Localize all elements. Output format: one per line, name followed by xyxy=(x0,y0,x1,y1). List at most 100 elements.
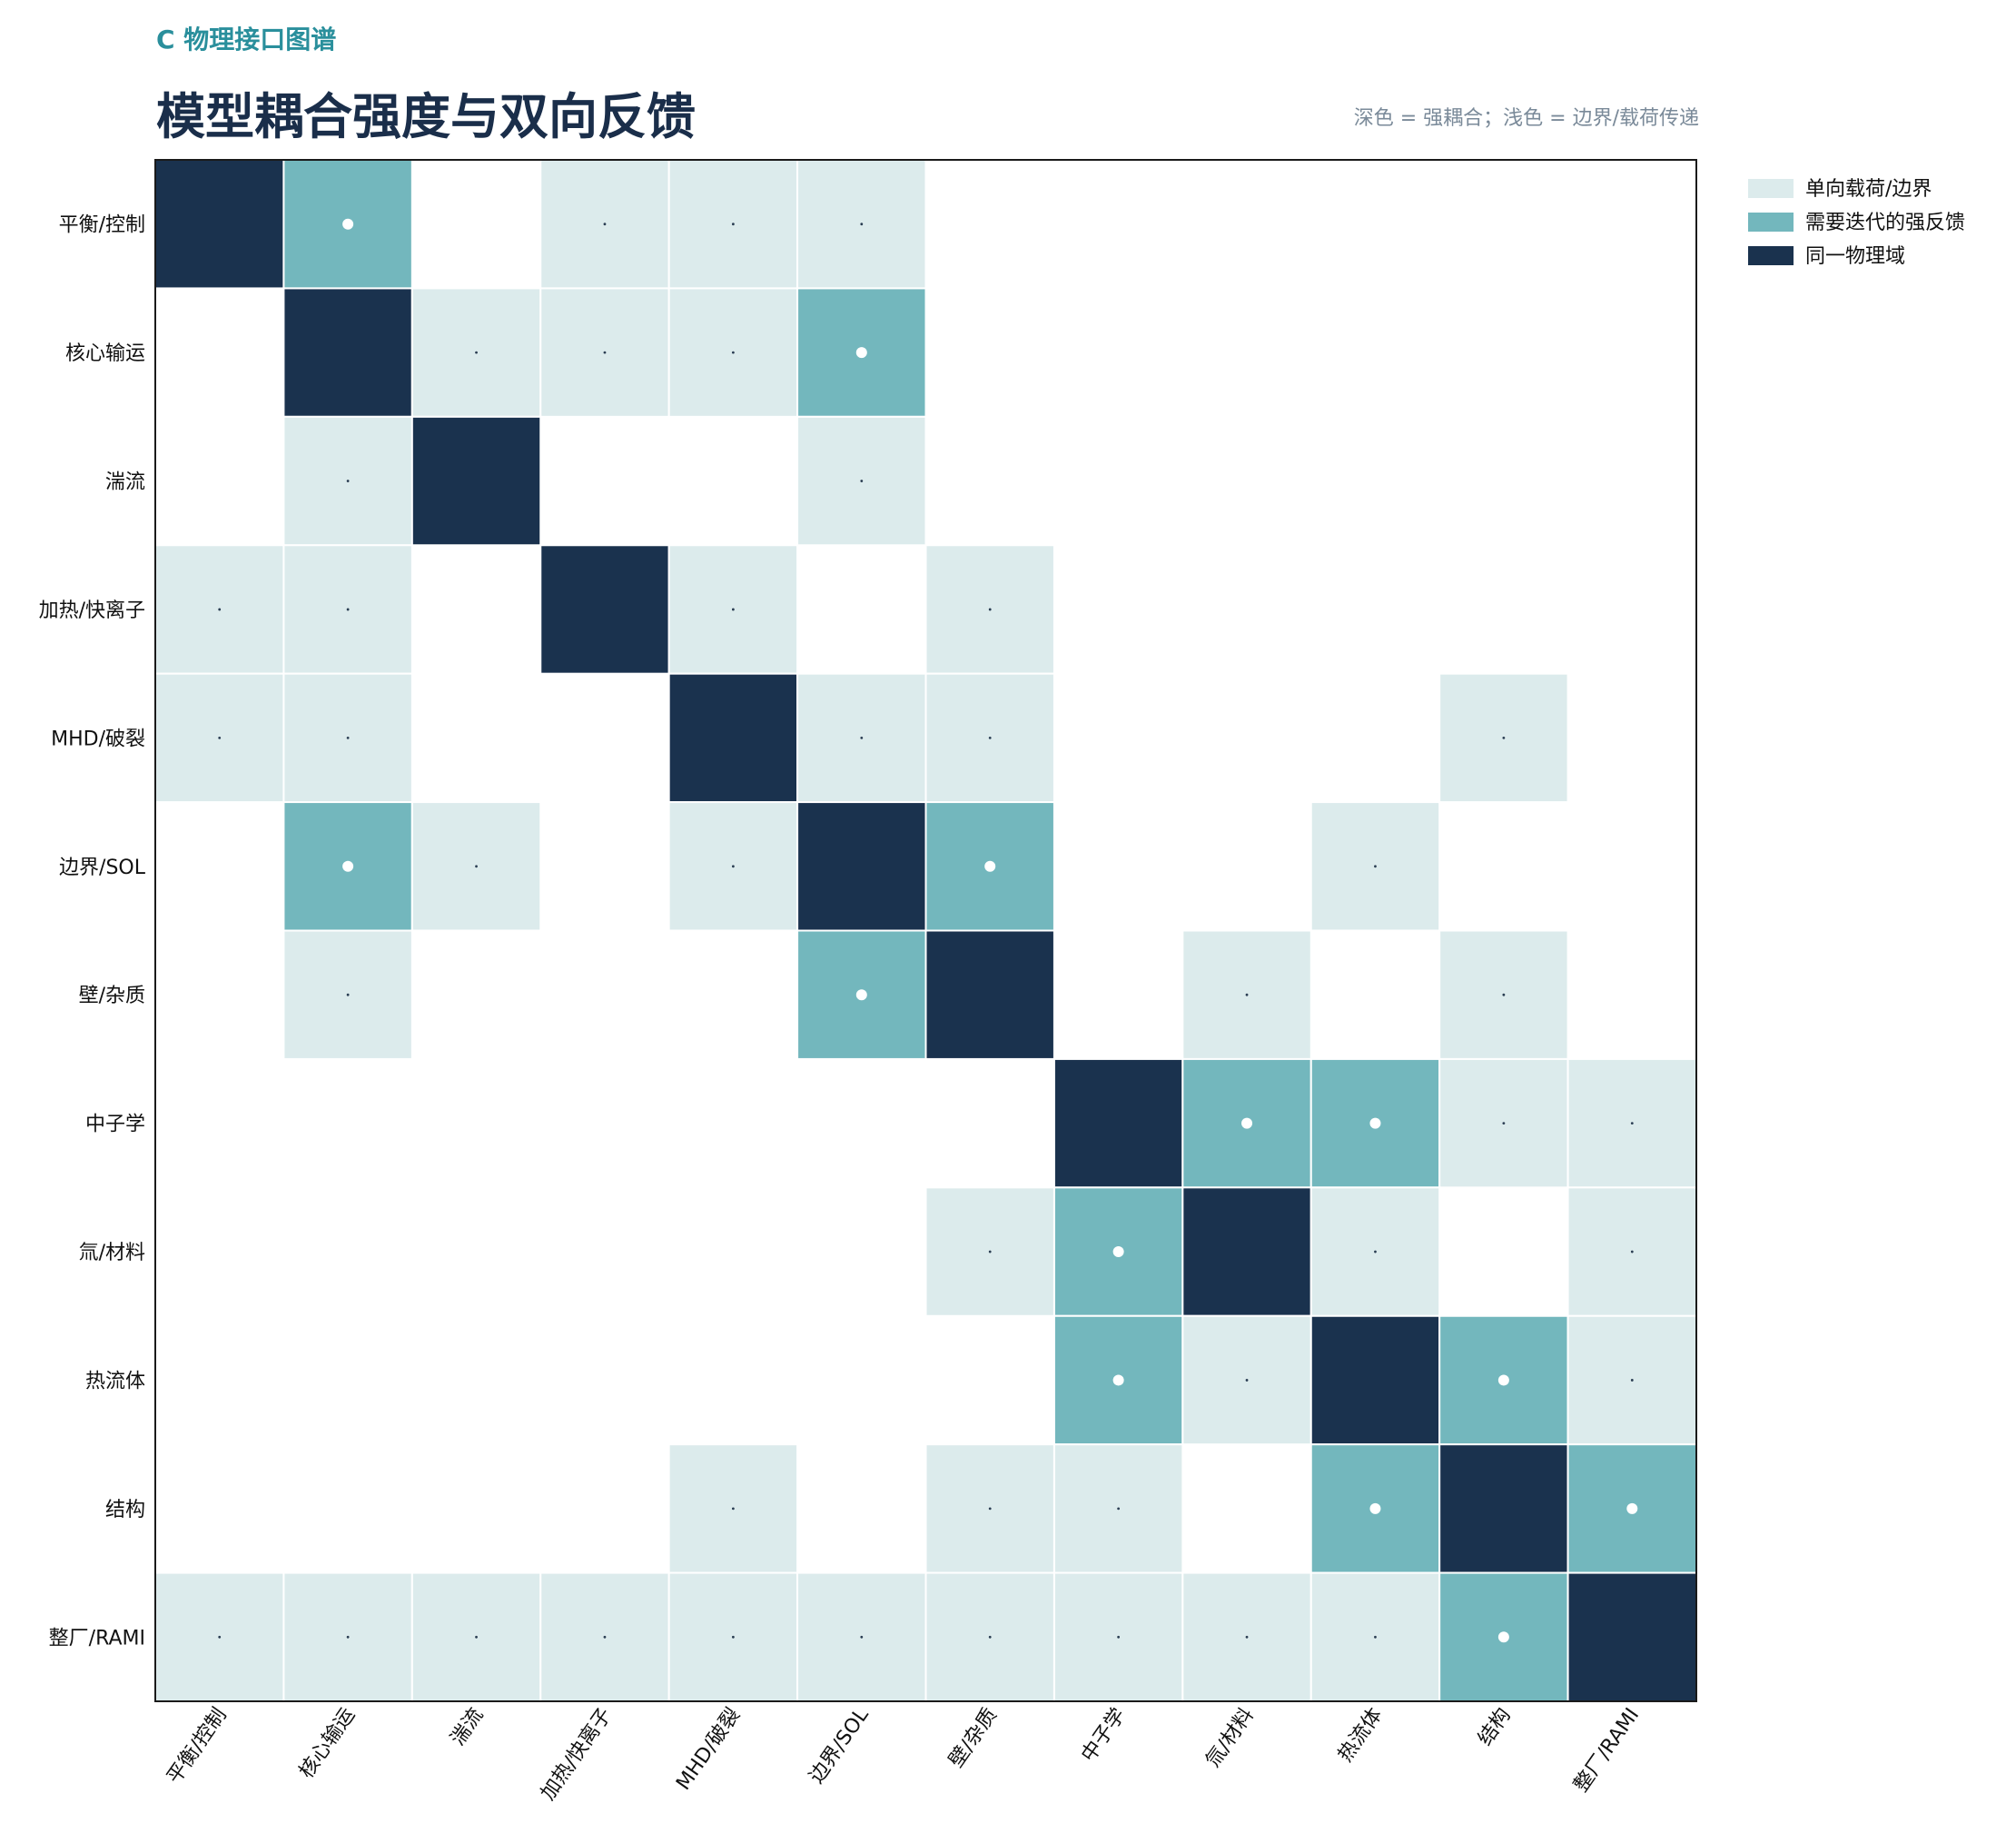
weak-coupling-dot xyxy=(346,608,350,611)
heatmap-cell xyxy=(924,929,1055,1060)
y-tick-label: 平衡/控制 xyxy=(59,214,145,237)
feedback-dot xyxy=(984,860,996,872)
weak-coupling-dot xyxy=(603,351,607,354)
weak-coupling-dot xyxy=(1245,1635,1249,1639)
weak-coupling-dot xyxy=(346,1635,350,1639)
feedback-dot xyxy=(342,218,354,230)
feedback-dot xyxy=(1369,1502,1381,1514)
weak-coupling-dot xyxy=(603,223,607,226)
weak-coupling-dot xyxy=(731,1507,735,1511)
heatmap-cell xyxy=(667,1571,799,1703)
y-tick-label: 结构 xyxy=(105,1499,145,1521)
weak-coupling-dot xyxy=(731,865,735,868)
weak-coupling-dot xyxy=(988,1250,992,1253)
weak-coupling-dot xyxy=(1374,865,1377,868)
weak-coupling-dot xyxy=(1374,1635,1377,1639)
heatmap-cell xyxy=(282,159,413,290)
weak-coupling-dot xyxy=(475,865,478,868)
weak-coupling-dot xyxy=(346,480,350,482)
x-tick-label: 结构 xyxy=(1474,1704,1516,1749)
y-tick-label: 氚/材料 xyxy=(79,1242,145,1264)
weak-coupling-dot xyxy=(1117,1635,1121,1639)
weak-coupling-dot xyxy=(988,1507,992,1511)
x-tick-label: 加热/快离子 xyxy=(537,1704,617,1805)
weak-coupling-dot xyxy=(988,1635,992,1639)
feedback-dot xyxy=(1626,1502,1638,1514)
heatmap-cell xyxy=(539,544,670,675)
weak-coupling-dot xyxy=(860,1635,864,1639)
weak-coupling-dot xyxy=(346,736,350,739)
legend-label: 同一物理域 xyxy=(1805,245,1905,268)
legend-swatch xyxy=(1748,179,1794,198)
weak-coupling-dot xyxy=(988,608,992,611)
weak-coupling-dot xyxy=(475,351,478,354)
weak-coupling-dot xyxy=(1245,1379,1249,1382)
legend-swatch xyxy=(1748,213,1794,232)
heatmap-cell xyxy=(796,801,927,932)
feedback-dot xyxy=(855,989,867,1001)
feedback-dot xyxy=(1497,1374,1509,1386)
y-tick-label: 边界/SOL xyxy=(59,857,146,879)
heatmap-cell xyxy=(154,159,285,290)
feedback-dot xyxy=(855,347,867,359)
weak-coupling-dot xyxy=(346,993,350,996)
x-tick-label: 中子学 xyxy=(1077,1704,1130,1766)
weak-coupling-dot xyxy=(860,736,864,739)
weak-coupling-dot xyxy=(1502,993,1506,996)
weak-coupling-dot xyxy=(860,480,864,482)
feedback-dot xyxy=(1241,1117,1253,1129)
weak-coupling-dot xyxy=(731,351,735,354)
heatmap-cell xyxy=(1438,1443,1569,1574)
weak-coupling-dot xyxy=(218,1635,222,1639)
y-tick-label: 湍流 xyxy=(105,471,145,494)
weak-coupling-dot xyxy=(475,1635,478,1639)
legend-label: 单向载荷/边界 xyxy=(1805,178,1932,201)
weak-coupling-dot xyxy=(1374,1250,1377,1253)
heatmap-cell xyxy=(410,415,542,547)
heatmap-frame xyxy=(154,159,1697,1702)
legend-swatch xyxy=(1748,246,1794,265)
y-tick-label: 整厂/RAMI xyxy=(49,1627,145,1650)
heatmap-cell xyxy=(1566,1571,1698,1703)
chart-subtitle: 深色 = 强耦合；浅色 = 边界/载荷传递 xyxy=(1353,107,1699,130)
weak-coupling-dot xyxy=(1502,736,1506,739)
feedback-dot xyxy=(1112,1374,1124,1386)
weak-coupling-dot xyxy=(860,223,864,226)
weak-coupling-dot xyxy=(1630,1379,1634,1382)
x-tick-label: 氚/材料 xyxy=(1201,1704,1259,1771)
heatmap-cell xyxy=(1181,1186,1312,1317)
panel-label: C 物理接口图谱 xyxy=(156,25,337,54)
x-tick-label: 核心输运 xyxy=(295,1704,360,1782)
weak-coupling-dot xyxy=(218,608,222,611)
weak-coupling-dot xyxy=(988,736,992,739)
weak-coupling-dot xyxy=(1117,1507,1121,1511)
feedback-dot xyxy=(1112,1246,1124,1258)
feedback-dot xyxy=(1369,1117,1381,1129)
chart-title: 模型耦合强度与双向反馈 xyxy=(156,88,696,145)
weak-coupling-dot xyxy=(731,1635,735,1639)
heatmap-cell xyxy=(282,287,413,418)
weak-coupling-dot xyxy=(218,736,222,739)
feedback-dot xyxy=(1497,1631,1509,1643)
feedback-dot xyxy=(342,860,354,872)
weak-coupling-dot xyxy=(1502,1122,1506,1125)
y-tick-label: 中子学 xyxy=(85,1114,145,1136)
heatmap-cell xyxy=(667,672,799,804)
y-tick-label: 加热/快离子 xyxy=(39,599,145,622)
x-tick-label: MHD/破裂 xyxy=(672,1704,745,1794)
weak-coupling-dot xyxy=(1630,1122,1634,1125)
y-tick-label: 核心输运 xyxy=(65,342,145,365)
y-tick-label: 壁/杂质 xyxy=(79,985,145,1007)
x-tick-label: 壁/杂质 xyxy=(945,1704,1003,1771)
heatmap-cell xyxy=(1309,1314,1441,1446)
weak-coupling-dot xyxy=(1245,993,1249,996)
weak-coupling-dot xyxy=(731,223,735,226)
y-tick-label: MHD/破裂 xyxy=(51,728,145,750)
weak-coupling-dot xyxy=(731,608,735,611)
weak-coupling-dot xyxy=(1630,1250,1634,1253)
x-tick-label: 热流体 xyxy=(1334,1704,1387,1766)
x-tick-label: 平衡/控制 xyxy=(163,1704,231,1789)
x-tick-label: 边界/SOL xyxy=(805,1703,874,1788)
weak-coupling-dot xyxy=(603,1635,607,1639)
